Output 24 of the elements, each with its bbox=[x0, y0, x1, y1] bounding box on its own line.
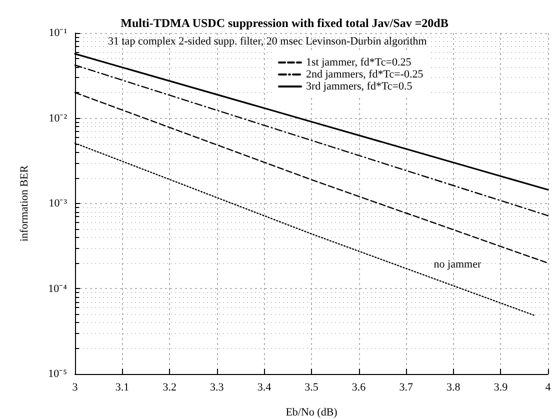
y-tick-label: 10⁻³ bbox=[48, 198, 68, 210]
x-tick-label: 3.3 bbox=[210, 382, 224, 394]
y-tick-label: 10⁻¹ bbox=[48, 27, 67, 39]
legend-label: 3rd jammers, fd*Tc=0.5 bbox=[306, 80, 413, 92]
x-tick-label: 3.1 bbox=[115, 382, 130, 394]
x-tick-label: 3.5 bbox=[304, 382, 319, 394]
y-tick-label: 10⁻² bbox=[48, 112, 68, 124]
x-tick-label: 3.6 bbox=[352, 382, 366, 394]
y-tick-label: 10⁻⁵ bbox=[48, 368, 68, 380]
x-tick-label: 3 bbox=[72, 382, 78, 394]
series-label: no jammer bbox=[434, 258, 482, 271]
legend-label: 2nd jammers, fd*Tc=-0.25 bbox=[306, 68, 424, 80]
x-tick-label: 3.4 bbox=[257, 382, 272, 394]
chart-subtitle: 31 tap complex 2-sided supp. filter, 20 msec Levinson-Durbin algorithm bbox=[108, 36, 428, 48]
legend-label: 1st jammer, fd*Tc=0.25 bbox=[306, 56, 412, 68]
x-tick-label: 3.9 bbox=[494, 382, 508, 394]
x-tick-label: 3.7 bbox=[399, 382, 414, 394]
chart-title: Multi-TDMA USDC suppression with fixed total Jav/Sav =20dB bbox=[120, 16, 448, 30]
x-tick-label: 3.8 bbox=[446, 382, 461, 394]
y-tick-label: 10⁻⁴ bbox=[48, 282, 68, 295]
x-tick-label: 3.2 bbox=[162, 382, 176, 394]
x-tick-label: 4 bbox=[545, 382, 552, 394]
y-axis-title: information BER bbox=[18, 164, 30, 242]
x-axis-title: Eb/No (dB) bbox=[286, 406, 338, 418]
